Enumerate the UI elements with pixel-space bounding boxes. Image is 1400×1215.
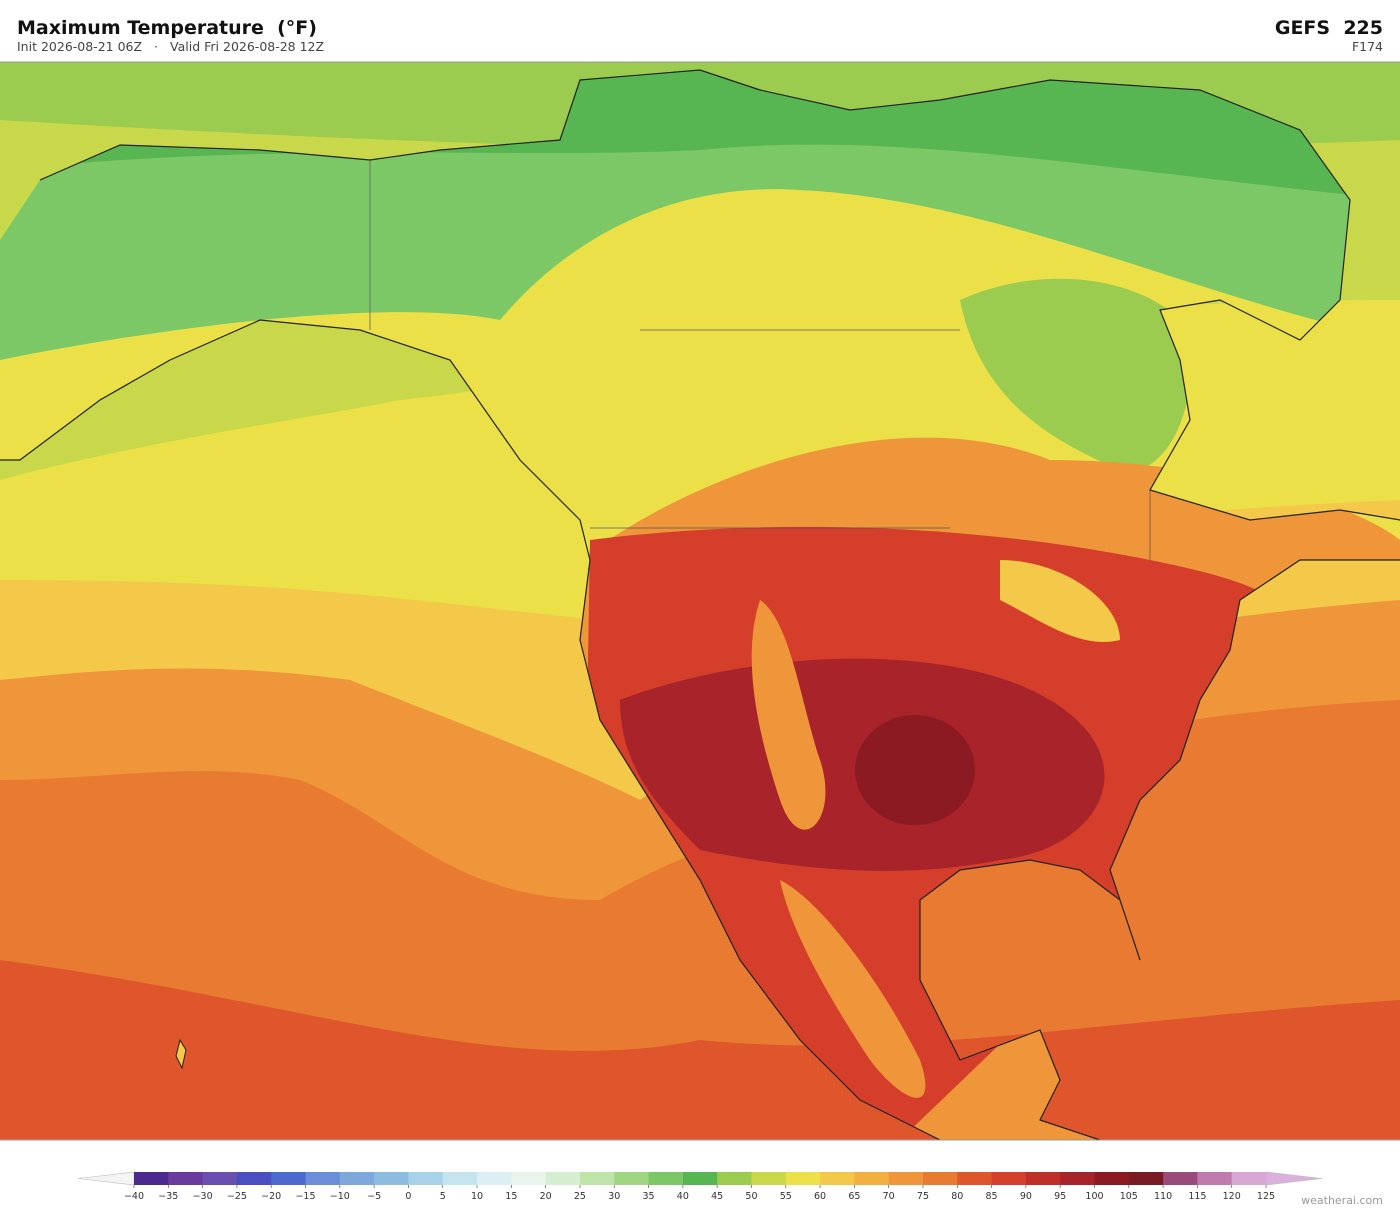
- colorbar-bin: [922, 1172, 958, 1185]
- colorbar-tick-label: −25: [227, 1191, 247, 1202]
- great-lakes: [1000, 560, 1120, 642]
- colorbar-tick-label: 95: [1054, 1191, 1066, 1202]
- colorbar-bin: [1128, 1172, 1164, 1185]
- title: Maximum Temperature (°F): [17, 17, 317, 39]
- colorbar-tick-label: 70: [883, 1191, 895, 1202]
- colorbar-bin: [545, 1172, 581, 1185]
- colorbar-bin: [717, 1172, 752, 1185]
- colorbar-bin: [1094, 1172, 1130, 1185]
- borders: [369, 160, 1151, 560]
- colorbar-bin: [408, 1172, 444, 1185]
- colorbar-tick-label: −35: [158, 1191, 178, 1202]
- hot-spot: [855, 715, 975, 825]
- colorbar-bin: [785, 1172, 821, 1185]
- colorbar-tick-label: −30: [193, 1191, 213, 1202]
- colorbar-tick-label: 110: [1154, 1191, 1172, 1202]
- colorbar-bin: [134, 1172, 169, 1185]
- colorbar-tick-label: 50: [745, 1191, 757, 1202]
- colorbar-tick-label: 30: [608, 1191, 620, 1202]
- colorbar-tick-label: 90: [1020, 1191, 1032, 1202]
- colorbar-tick-label: −20: [261, 1191, 281, 1202]
- colorbar-tick-label: 125: [1257, 1191, 1275, 1202]
- colorbar-tick-label: 40: [677, 1191, 689, 1202]
- model: GEFS 225: [1275, 17, 1383, 39]
- colorbar-bin: [1197, 1172, 1233, 1185]
- colorbar-tick-label: −10: [330, 1191, 350, 1202]
- colorbar-tick-label: 75: [917, 1191, 929, 1202]
- colorbar-bin: [888, 1172, 924, 1185]
- colorbar-tick-label: 15: [505, 1191, 517, 1202]
- separator: ·: [154, 39, 158, 54]
- colorbar-bin: [579, 1172, 615, 1185]
- colorbar-bin: [820, 1172, 855, 1185]
- colorbar-bin: [271, 1172, 307, 1185]
- colorbar-tick-label: 45: [711, 1191, 723, 1202]
- colorbar-bin: [1163, 1172, 1198, 1185]
- colorbar-extend-low: [77, 1171, 135, 1186]
- colorbar-tick-label: 20: [540, 1191, 552, 1202]
- colorbar-bin: [374, 1172, 409, 1185]
- hawaii: [175, 1038, 187, 1070]
- colorbar-bin: [305, 1172, 341, 1185]
- map: [0, 62, 1400, 1140]
- mountains: [751, 600, 826, 830]
- colorbar-tick-label: −15: [295, 1191, 315, 1202]
- colorbar-extend-high: [1265, 1171, 1323, 1186]
- colorbar-bin: [477, 1172, 512, 1185]
- colorbar-bin: [168, 1172, 204, 1185]
- colorbar-tick-label: 115: [1188, 1191, 1206, 1202]
- colorbar-tick-label: 85: [986, 1191, 998, 1202]
- colorbar-bin: [1231, 1172, 1267, 1185]
- colorbar-bin: [339, 1172, 375, 1185]
- colorbar-tick-label: 10: [471, 1191, 483, 1202]
- colorbar-bin: [682, 1172, 718, 1185]
- colorbar-bin: [648, 1172, 684, 1185]
- colorbar-bin: [511, 1172, 547, 1185]
- colorbar-tick-label: 0: [405, 1191, 411, 1202]
- colorbar-bin: [751, 1172, 787, 1185]
- init-time: Init 2026-08-21 06Z: [17, 39, 142, 54]
- colorbar-bin: [614, 1172, 650, 1185]
- colorbar-tick-label: 5: [440, 1191, 446, 1202]
- colorbar-bin: [202, 1172, 238, 1185]
- mountains: [780, 880, 926, 1098]
- watermark: weatherai.com: [1301, 1194, 1383, 1207]
- colorbar-bin: [991, 1172, 1027, 1185]
- colorbar-tick-label: 100: [1085, 1191, 1103, 1202]
- colorbar-tick-label: 60: [814, 1191, 826, 1202]
- coastline: [0, 69, 1400, 1140]
- hudson-bay: [960, 278, 1192, 472]
- colorbar-bin: [236, 1172, 272, 1185]
- colorbar-tick-label: 105: [1120, 1191, 1138, 1202]
- colorbar-tick-label: 80: [951, 1191, 963, 1202]
- colorbar-tick-label: 65: [848, 1191, 860, 1202]
- forecast-hour: F174: [1352, 39, 1383, 54]
- colorbar-bin: [442, 1172, 478, 1185]
- colorbar-tick-label: 120: [1223, 1191, 1241, 1202]
- colorbar-tick-label: −5: [367, 1191, 381, 1202]
- colorbar-tick-label: −40: [124, 1191, 144, 1202]
- colorbar-bin: [854, 1172, 890, 1185]
- colorbar-bin: [957, 1172, 993, 1185]
- colorbar-bin: [1025, 1172, 1061, 1185]
- valid-time: Valid Fri 2026-08-28 12Z: [170, 39, 324, 54]
- colorbar-tick-label: 55: [780, 1191, 792, 1202]
- colorbar-tick-label: 25: [574, 1191, 586, 1202]
- colorbar-tick-label: 35: [642, 1191, 654, 1202]
- colorbar-bin: [1060, 1172, 1095, 1185]
